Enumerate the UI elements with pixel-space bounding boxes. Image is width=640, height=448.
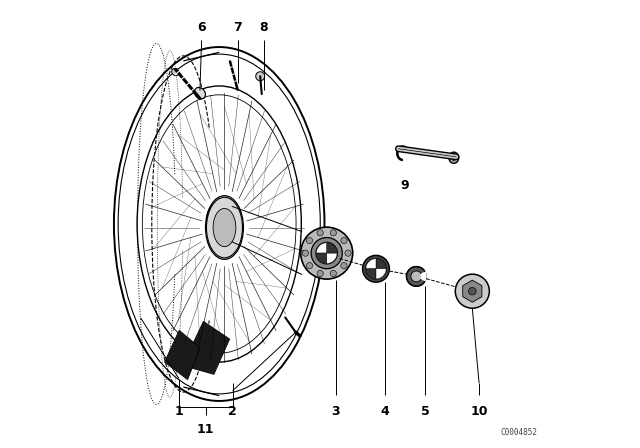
Wedge shape bbox=[366, 258, 376, 269]
Wedge shape bbox=[376, 269, 386, 279]
Circle shape bbox=[316, 242, 338, 264]
Wedge shape bbox=[326, 253, 337, 263]
Text: 1: 1 bbox=[175, 405, 183, 418]
Polygon shape bbox=[164, 330, 200, 380]
Wedge shape bbox=[316, 253, 326, 263]
Circle shape bbox=[301, 227, 353, 279]
Polygon shape bbox=[182, 321, 230, 375]
Ellipse shape bbox=[452, 155, 456, 160]
Ellipse shape bbox=[207, 197, 243, 258]
Ellipse shape bbox=[195, 87, 205, 99]
Ellipse shape bbox=[449, 152, 459, 164]
Wedge shape bbox=[316, 243, 326, 253]
Ellipse shape bbox=[172, 69, 179, 76]
Ellipse shape bbox=[213, 208, 236, 247]
Circle shape bbox=[317, 270, 323, 276]
Wedge shape bbox=[376, 258, 386, 269]
Ellipse shape bbox=[205, 196, 243, 259]
Circle shape bbox=[365, 258, 387, 279]
Text: C0004852: C0004852 bbox=[500, 428, 538, 437]
Circle shape bbox=[311, 237, 342, 269]
Circle shape bbox=[411, 271, 422, 282]
Text: 9: 9 bbox=[401, 179, 410, 192]
Wedge shape bbox=[366, 269, 376, 279]
Text: 3: 3 bbox=[332, 405, 340, 418]
Circle shape bbox=[256, 72, 265, 81]
Text: 10: 10 bbox=[470, 405, 488, 418]
Circle shape bbox=[455, 274, 490, 308]
Text: 6: 6 bbox=[197, 21, 205, 34]
Text: 7: 7 bbox=[233, 21, 241, 34]
Wedge shape bbox=[326, 243, 337, 253]
Circle shape bbox=[307, 263, 312, 269]
Circle shape bbox=[341, 237, 347, 244]
Circle shape bbox=[302, 250, 308, 256]
Text: 5: 5 bbox=[421, 405, 429, 418]
Text: 11: 11 bbox=[197, 423, 214, 436]
Ellipse shape bbox=[219, 218, 230, 237]
Circle shape bbox=[341, 263, 347, 269]
Circle shape bbox=[406, 267, 426, 286]
Text: 8: 8 bbox=[260, 21, 268, 34]
Circle shape bbox=[468, 288, 476, 295]
Circle shape bbox=[330, 230, 337, 236]
Circle shape bbox=[317, 230, 323, 236]
Text: 4: 4 bbox=[381, 405, 389, 418]
Polygon shape bbox=[463, 280, 482, 302]
Wedge shape bbox=[420, 271, 427, 282]
Text: 2: 2 bbox=[228, 405, 237, 418]
Circle shape bbox=[362, 255, 390, 282]
Ellipse shape bbox=[212, 207, 237, 248]
Ellipse shape bbox=[207, 203, 230, 238]
Circle shape bbox=[330, 270, 337, 276]
Circle shape bbox=[307, 237, 312, 244]
Circle shape bbox=[345, 250, 351, 256]
